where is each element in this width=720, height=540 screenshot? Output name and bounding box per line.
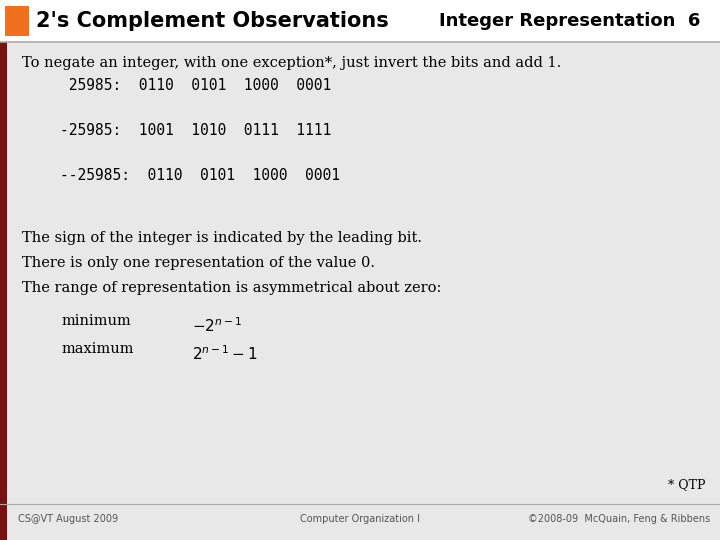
Text: $2^{n-1}-1$: $2^{n-1}-1$ bbox=[192, 344, 258, 363]
Text: There is only one representation of the value 0.: There is only one representation of the … bbox=[22, 256, 375, 270]
Text: 25985:  0110  0101  1000  0001: 25985: 0110 0101 1000 0001 bbox=[60, 78, 331, 93]
Text: To negate an integer, with one exception*, just invert the bits and add 1.: To negate an integer, with one exception… bbox=[22, 56, 562, 70]
Bar bbox=[5, 6, 29, 36]
Text: -25985:  1001  1010  0111  1111: -25985: 1001 1010 0111 1111 bbox=[60, 123, 331, 138]
Bar bbox=[0, 504, 7, 540]
Text: Computer Organization I: Computer Organization I bbox=[300, 514, 420, 524]
Text: CS@VT August 2009: CS@VT August 2009 bbox=[18, 514, 118, 524]
Text: --25985:  0110  0101  1000  0001: --25985: 0110 0101 1000 0001 bbox=[60, 168, 340, 183]
Text: minimum: minimum bbox=[62, 314, 132, 328]
Text: maximum: maximum bbox=[62, 342, 135, 356]
Bar bbox=[0, 42, 7, 540]
Text: Integer Representation  6: Integer Representation 6 bbox=[438, 12, 700, 30]
Text: The sign of the integer is indicated by the leading bit.: The sign of the integer is indicated by … bbox=[22, 231, 422, 245]
Text: The range of representation is asymmetrical about zero:: The range of representation is asymmetri… bbox=[22, 281, 441, 295]
Text: $-2^{n-1}$: $-2^{n-1}$ bbox=[192, 316, 242, 335]
Text: * QTP: * QTP bbox=[668, 478, 706, 491]
Bar bbox=[0, 0, 720, 42]
Text: 2's Complement Observations: 2's Complement Observations bbox=[36, 11, 389, 31]
Text: ©2008-09  McQuain, Feng & Ribbens: ©2008-09 McQuain, Feng & Ribbens bbox=[528, 514, 710, 524]
